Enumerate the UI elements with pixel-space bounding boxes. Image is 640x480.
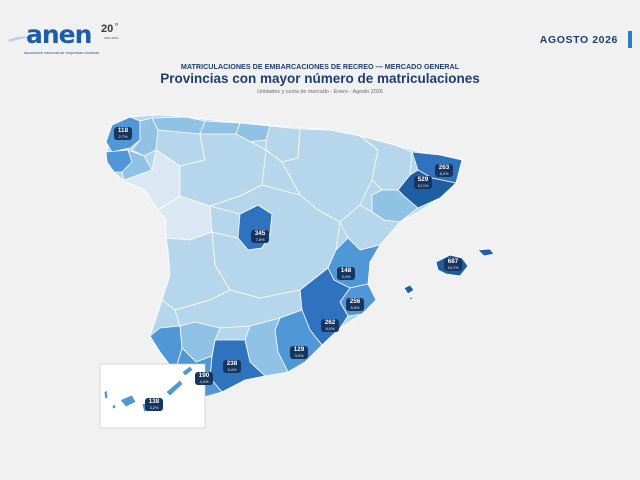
report-date: AGOSTO 2026	[539, 34, 618, 46]
canary-islands-frame	[99, 363, 206, 429]
island-lanzarote	[181, 365, 194, 377]
units-alicante: 256	[349, 298, 361, 305]
date-accent-bar	[628, 31, 632, 48]
units-madrid: 345	[254, 230, 266, 237]
share-murcia: 6,0%	[325, 326, 335, 332]
share-madrid: 7,8%	[255, 237, 265, 243]
logo-years: 2006·2026	[104, 36, 119, 40]
island-ibiza	[403, 284, 415, 295]
label-a-coruna: 118 2,7%	[114, 127, 132, 141]
units-cadiz: 190	[198, 372, 210, 379]
share-canarias: 3,2%	[149, 405, 159, 411]
share-alicante: 5,8%	[350, 305, 360, 311]
label-girona: 263 6,0%	[435, 164, 453, 178]
island-la-gomera	[111, 403, 117, 410]
units-barcelona: 529	[417, 176, 429, 183]
logo-swoosh-icon	[8, 36, 38, 42]
island-fuerteventura	[165, 379, 184, 397]
logo-subtitle: asociación nacional de empresas náuticas	[24, 50, 100, 55]
units-canarias: 138	[148, 398, 160, 405]
island-formentera	[407, 296, 414, 301]
share-girona: 6,0%	[439, 171, 449, 177]
units-girona: 263	[438, 164, 450, 171]
island-la-palma	[103, 389, 109, 400]
page-subtitle: Unidades y cuota de mercado - Enero - Ag…	[257, 89, 383, 95]
label-valencia: 148 3,4%	[337, 267, 355, 281]
share-barcelona: 12,1%	[417, 183, 429, 189]
units-almeria: 129	[293, 346, 305, 353]
share-almeria: 3,0%	[294, 353, 304, 359]
units-malaga: 238	[226, 360, 238, 367]
province-basque	[235, 122, 271, 143]
label-alicante: 256 5,8%	[346, 298, 364, 312]
units-a-coruna: 118	[117, 127, 129, 134]
label-madrid: 345 7,8%	[251, 230, 269, 244]
label-canarias: 138 3,2%	[145, 398, 163, 412]
logo-degree-mark: °	[115, 22, 119, 31]
units-valencia: 148	[340, 267, 352, 274]
share-a-coruna: 2,7%	[118, 134, 128, 140]
units-baleares: 687	[447, 258, 459, 265]
share-baleares: 15,7%	[447, 265, 459, 271]
island-tenerife	[119, 394, 137, 408]
anen-logo: anen 20 ° 2006·2026 asociación nacional …	[8, 22, 134, 60]
units-murcia: 262	[324, 319, 336, 326]
logo-anniversary: 20	[101, 23, 114, 35]
label-almeria: 129 3,0%	[290, 346, 308, 360]
label-malaga: 238 5,4%	[223, 360, 241, 374]
label-baleares: 687 15,7%	[444, 258, 462, 272]
share-cadiz: 4,4%	[199, 379, 209, 385]
logo-wordmark: anen	[26, 20, 92, 49]
share-valencia: 3,4%	[341, 274, 351, 280]
page-title: Provincias con mayor número de matricula…	[160, 71, 480, 86]
share-malaga: 5,4%	[227, 367, 237, 373]
label-murcia: 262 6,0%	[321, 319, 339, 333]
label-cadiz: 190 4,4%	[195, 372, 213, 386]
island-menorca	[477, 248, 495, 257]
report-kicker: MATRICULACIONES DE EMBARCACIONES DE RECR…	[180, 62, 460, 71]
label-barcelona: 529 12,1%	[414, 176, 432, 190]
